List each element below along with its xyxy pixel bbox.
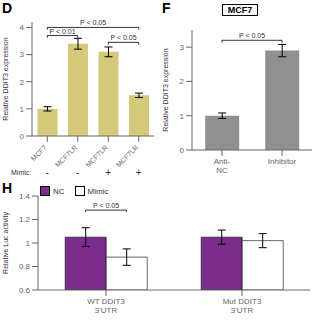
svg-text:1: 1 [26,239,31,248]
svg-text:3'UTR: 3'UTR [231,306,254,315]
svg-text:2: 2 [20,78,25,87]
svg-text:0: 0 [180,146,185,155]
svg-text:Anti-: Anti- [214,157,231,166]
svg-text:Relative Luc activity: Relative Luc activity [8,212,10,274]
svg-text:0: 0 [20,132,25,141]
svg-text:0.8: 0.8 [19,262,31,271]
svg-text:P < 0.01: P < 0.01 [49,28,75,35]
html-text:F: F [162,0,171,16]
svg-text:Mimic:: Mimic: [11,169,31,176]
svg-text:4: 4 [20,23,25,32]
svg-text:P < 0.05: P < 0.05 [80,19,106,26]
svg-text:MCF7LR: MCF7LR [115,144,140,169]
svg-text:MCF7: MCF7 [30,144,48,162]
svg-text:Relative DDIT3 expression: Relative DDIT3 expression [8,37,10,120]
svg-text:0.6: 0.6 [19,286,31,295]
svg-text:-: - [46,167,49,178]
svg-text:3: 3 [180,43,185,52]
svg-text:Mut DDIT3: Mut DDIT3 [223,297,262,306]
svg-text:2: 2 [180,77,185,86]
svg-text:WT DDIT3: WT DDIT3 [87,297,125,306]
html-text:H: H [2,180,13,196]
html-text:Mimic: Mimic [87,186,109,196]
svg-text:+: + [136,167,142,178]
svg-text:+: + [105,167,111,178]
svg-text:Relative DDIT3 expression: Relative DDIT3 expression [162,48,170,131]
svg-text:1: 1 [180,112,185,121]
svg-text:MCF7LR: MCF7LR [84,144,109,169]
svg-text:Inhibitor: Inhibitor [268,157,297,166]
html-text:D: D [2,0,13,16]
svg-text:P < 0.05: P < 0.05 [239,32,265,39]
svg-text:-: - [76,167,79,178]
html-text:NC: NC [53,186,65,196]
html-text:MCF7: MCF7 [227,5,253,15]
svg-text:1: 1 [20,105,25,114]
svg-text:3: 3 [20,50,25,59]
svg-text:NC: NC [216,166,228,175]
svg-text:1.4: 1.4 [19,192,31,201]
svg-text:P < 0.05: P < 0.05 [93,202,119,209]
svg-text:1.2: 1.2 [19,215,31,224]
svg-text:P < 0.05: P < 0.05 [110,34,136,41]
svg-text:3'UTR: 3'UTR [95,306,118,315]
svg-text:MCF7LR: MCF7LR [54,144,79,169]
